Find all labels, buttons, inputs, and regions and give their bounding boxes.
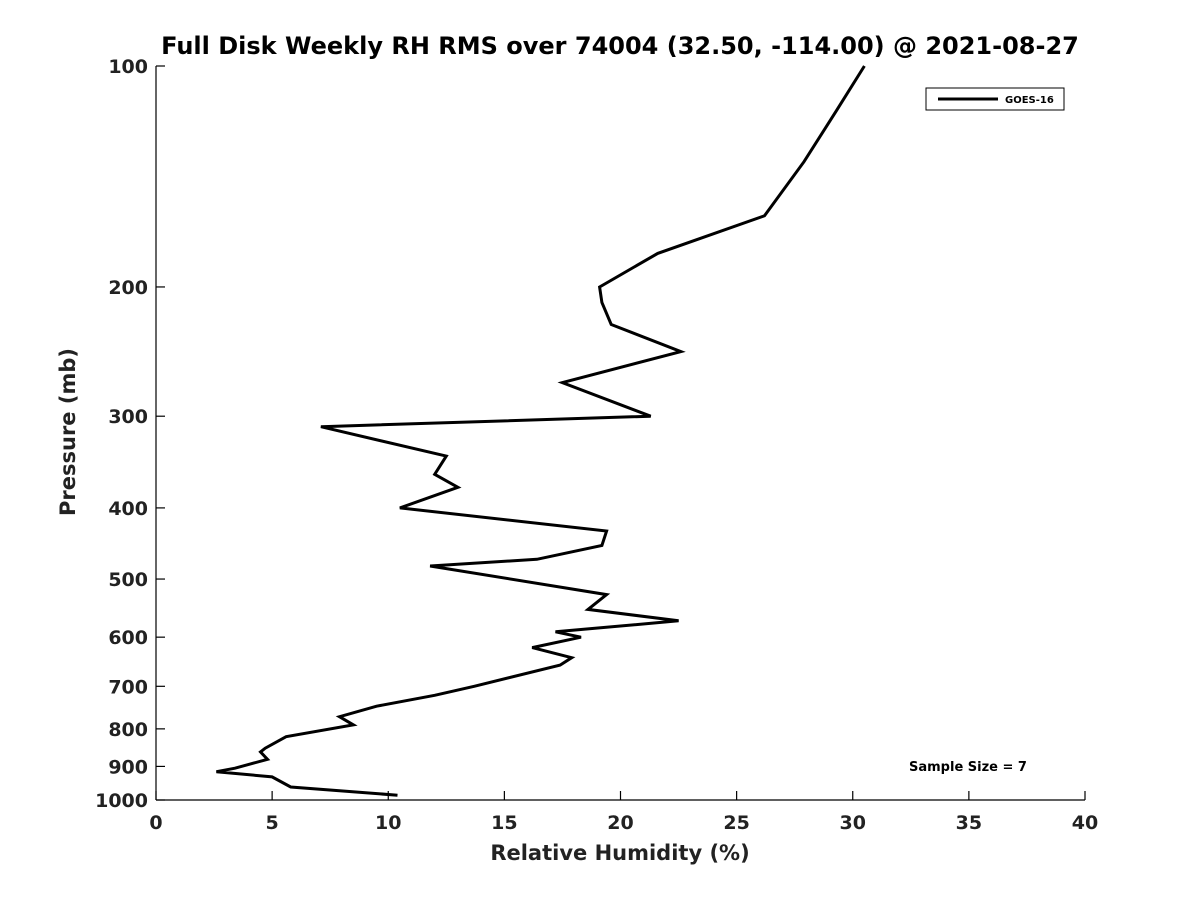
sample-size-annotation: Sample Size = 7 (909, 760, 1027, 775)
y-tick-label: 800 (108, 719, 148, 741)
axes (155, 66, 1085, 801)
y-tick-label: 100 (108, 56, 148, 78)
x-tick-label: 15 (491, 812, 517, 834)
x-tick-label: 40 (1072, 812, 1098, 834)
y-tick-label: 500 (108, 569, 148, 591)
y-tick-label: 1000 (95, 790, 148, 812)
y-tick-label: 900 (108, 756, 148, 778)
y-tick-label: 300 (108, 406, 148, 428)
y-axis-label: Pressure (mb) (56, 348, 80, 516)
series-line-goes-16 (216, 65, 866, 797)
chart-title: Full Disk Weekly RH RMS over 74004 (32.5… (161, 32, 1079, 60)
x-tick-label: 30 (840, 812, 866, 834)
x-tick-label: 20 (607, 812, 633, 834)
y-tick-label: 700 (108, 676, 148, 698)
x-axis-ticks: 0 5 10 15 20 25 30 35 40 (149, 791, 1098, 834)
y-tick-label: 600 (108, 627, 148, 649)
y-tick-label: 200 (108, 277, 148, 299)
x-tick-label: 5 (266, 812, 279, 834)
x-axis-label: Relative Humidity (%) (490, 841, 749, 865)
series-layer (216, 65, 866, 797)
y-tick-label: 400 (108, 498, 148, 520)
legend-label: GOES-16 (1005, 95, 1054, 106)
legend: GOES-16 (925, 87, 1065, 111)
x-tick-label: 25 (723, 812, 749, 834)
y-axis-ticks: 100 200 300 400 500 600 700 800 900 1000 (95, 56, 165, 812)
x-tick-label: 35 (956, 812, 982, 834)
x-tick-label: 0 (149, 812, 162, 834)
x-tick-label: 10 (375, 812, 401, 834)
